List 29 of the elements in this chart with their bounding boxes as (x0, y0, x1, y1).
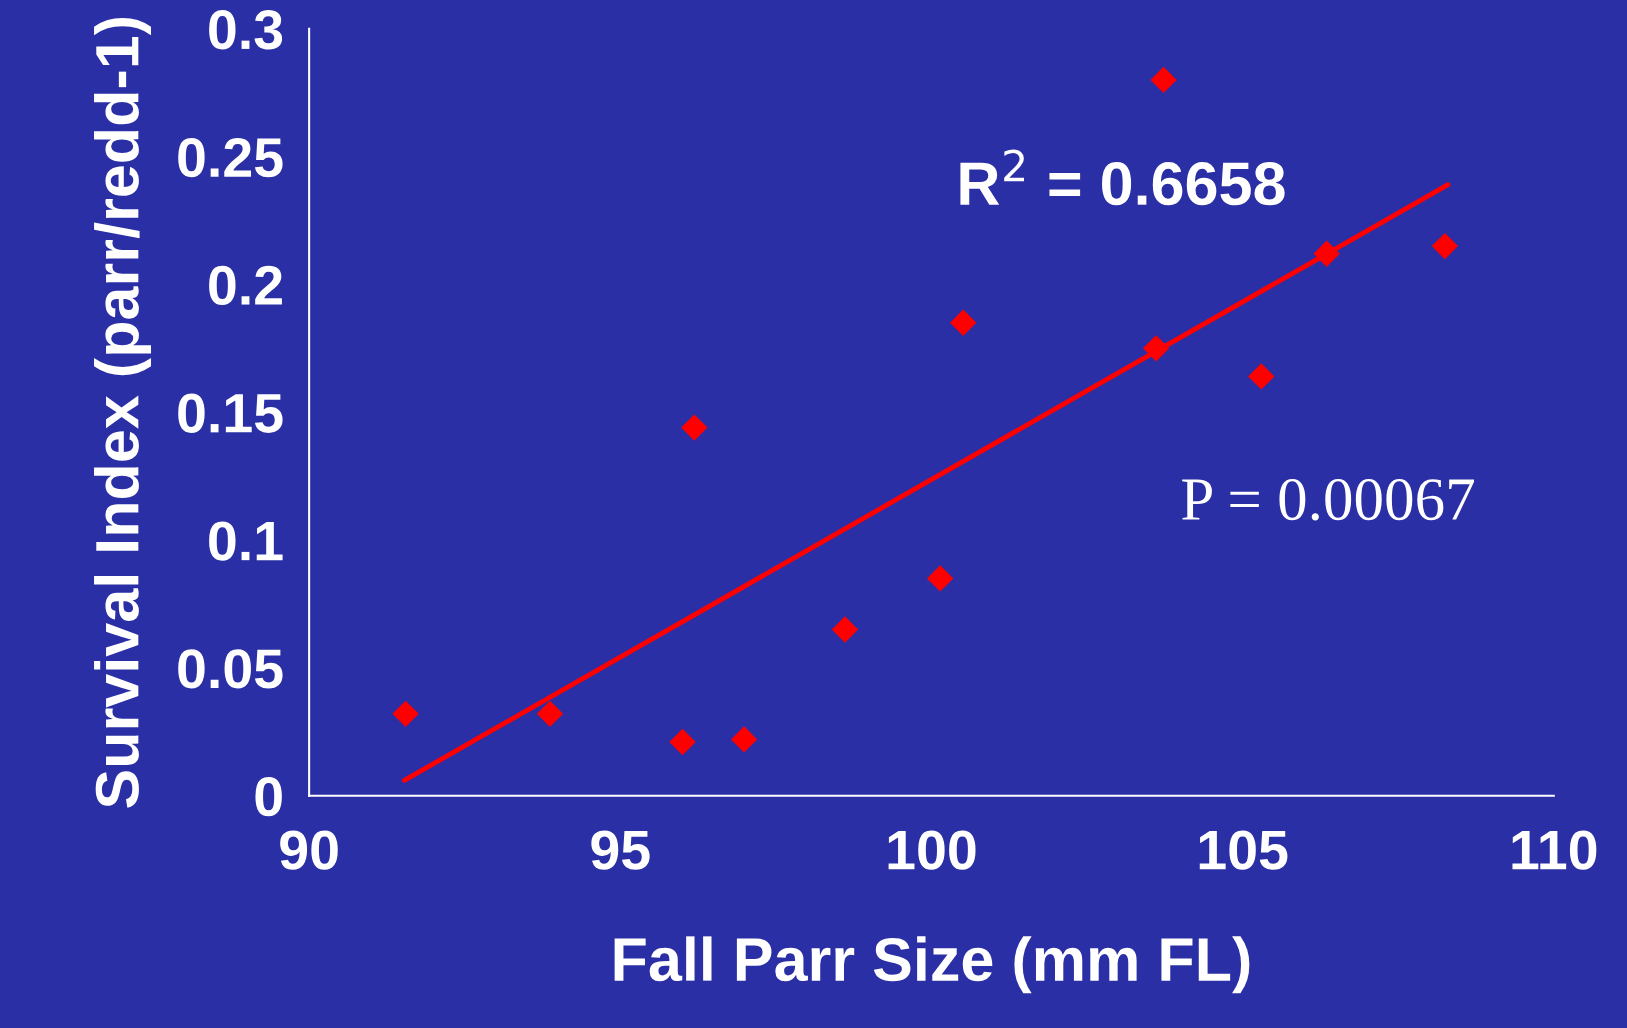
x-tick-label: 110 (1512, 830, 1597, 870)
y-tick-label: 0.3 (209, 10, 283, 50)
point (1142, 335, 1170, 362)
annotation: R$^{2}$ = 0.6658 (960, 149, 1285, 206)
point (1431, 232, 1459, 260)
y-tick-label: 0.2 (209, 265, 282, 306)
point (1313, 240, 1340, 267)
point (926, 565, 954, 592)
point (1248, 363, 1275, 390)
point (392, 700, 419, 728)
x-tick-label: 100 (888, 830, 976, 870)
y-tick-label: 0.1 (209, 521, 283, 561)
point (831, 616, 859, 643)
annotation: P = 0.00067 (1182, 478, 1474, 521)
y-tick-label: 0.15 (178, 393, 283, 433)
point (1150, 66, 1177, 94)
y-tick-label: 0.25 (178, 137, 283, 178)
x-tick-label: 105 (1199, 830, 1288, 870)
point (950, 309, 977, 336)
x-axis-title: Fall Parr Size (mm FL) (614, 936, 1250, 994)
point (536, 700, 564, 728)
point (681, 414, 708, 441)
point (730, 726, 758, 753)
y-tick-label: 0.05 (178, 649, 283, 689)
y-tick-label: 0 (255, 777, 282, 817)
point (669, 728, 696, 756)
x-tick-label: 95 (591, 830, 650, 870)
y-axis-title: Survival Index (parr/redd-1) (94, 17, 152, 808)
x-tick-label: 90 (280, 830, 338, 870)
